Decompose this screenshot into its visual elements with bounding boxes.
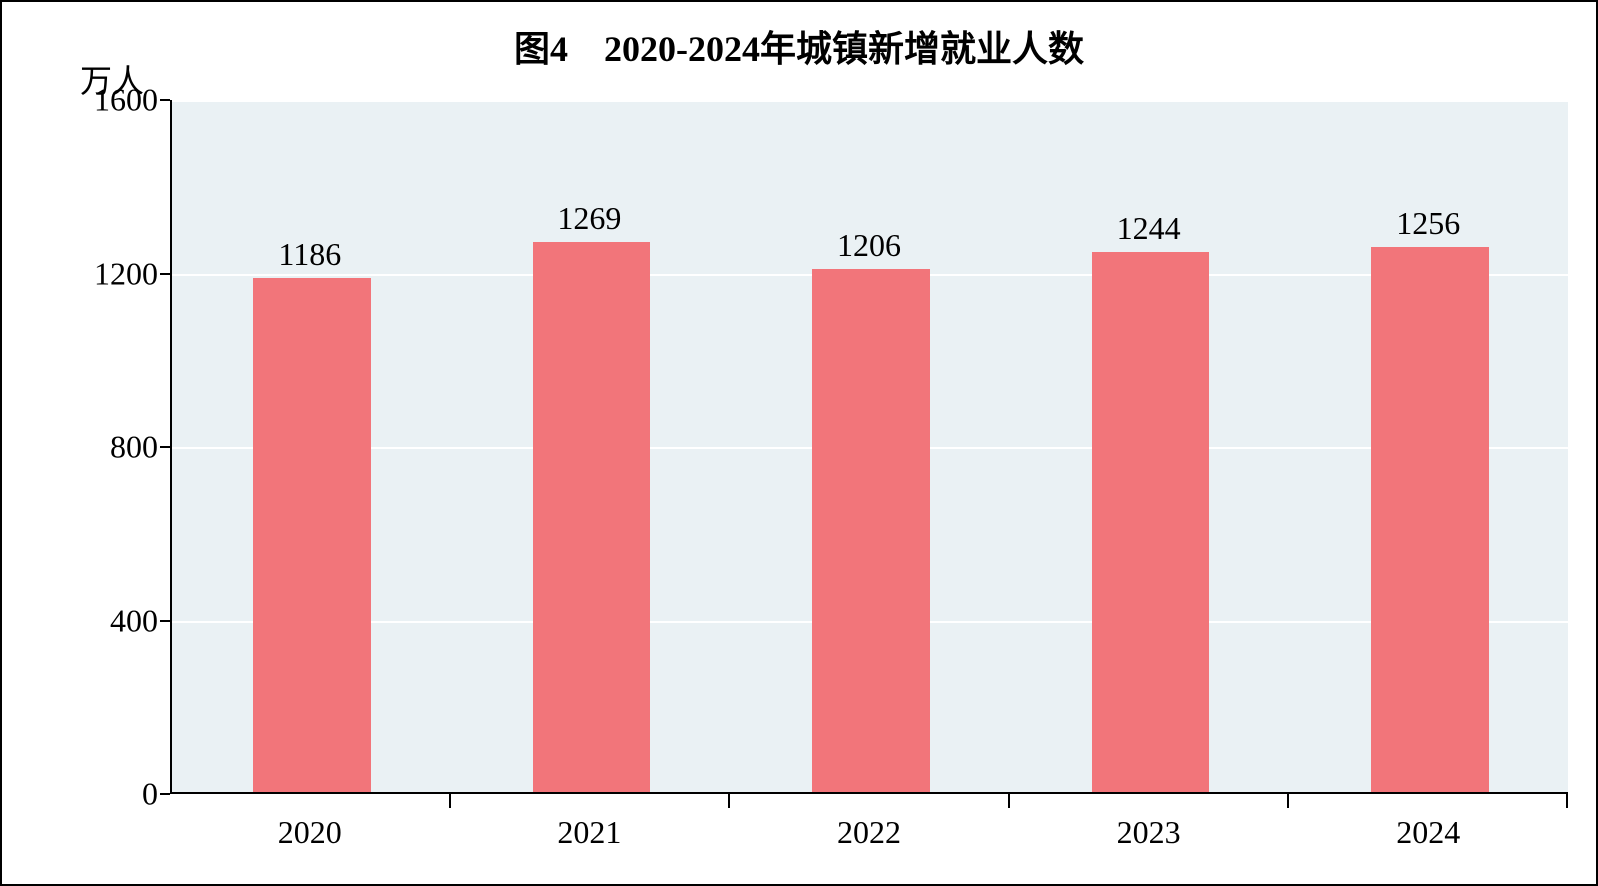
bar-value-label: 1269 bbox=[557, 200, 621, 237]
chart-title: 图4 2020-2024年城镇新增就业人数 bbox=[2, 20, 1596, 72]
y-tick-mark bbox=[160, 446, 170, 448]
y-tick-mark bbox=[160, 620, 170, 622]
y-tick-mark bbox=[160, 99, 170, 101]
x-tick-label: 2020 bbox=[278, 814, 342, 851]
x-tick-label: 2024 bbox=[1396, 814, 1460, 851]
bar-value-label: 1256 bbox=[1396, 205, 1460, 242]
y-tick-label: 0 bbox=[38, 776, 158, 813]
chart-container: 图4 2020-2024年城镇新增就业人数 万人 040080012001600… bbox=[0, 0, 1598, 886]
x-tick-label: 2021 bbox=[557, 814, 621, 851]
y-tick-label: 800 bbox=[38, 429, 158, 466]
bar-value-label: 1186 bbox=[278, 236, 341, 273]
bar bbox=[1371, 247, 1488, 792]
y-tick-label: 1600 bbox=[38, 82, 158, 119]
x-tick-mark bbox=[728, 794, 730, 808]
y-tick-label: 1200 bbox=[38, 255, 158, 292]
gridline bbox=[172, 100, 1568, 102]
bar bbox=[533, 242, 650, 792]
x-tick-mark bbox=[1287, 794, 1289, 808]
x-tick-label: 2023 bbox=[1117, 814, 1181, 851]
plot-area bbox=[170, 100, 1568, 794]
bar-value-label: 1206 bbox=[837, 227, 901, 264]
y-tick-mark bbox=[160, 793, 170, 795]
bar bbox=[1092, 252, 1209, 792]
y-tick-mark bbox=[160, 273, 170, 275]
bar-value-label: 1244 bbox=[1117, 210, 1181, 247]
bar bbox=[253, 278, 370, 792]
y-tick-label: 400 bbox=[38, 602, 158, 639]
bar bbox=[812, 269, 929, 792]
x-tick-mark bbox=[449, 794, 451, 808]
x-tick-label: 2022 bbox=[837, 814, 901, 851]
x-tick-mark bbox=[1566, 794, 1568, 808]
x-tick-mark bbox=[1008, 794, 1010, 808]
